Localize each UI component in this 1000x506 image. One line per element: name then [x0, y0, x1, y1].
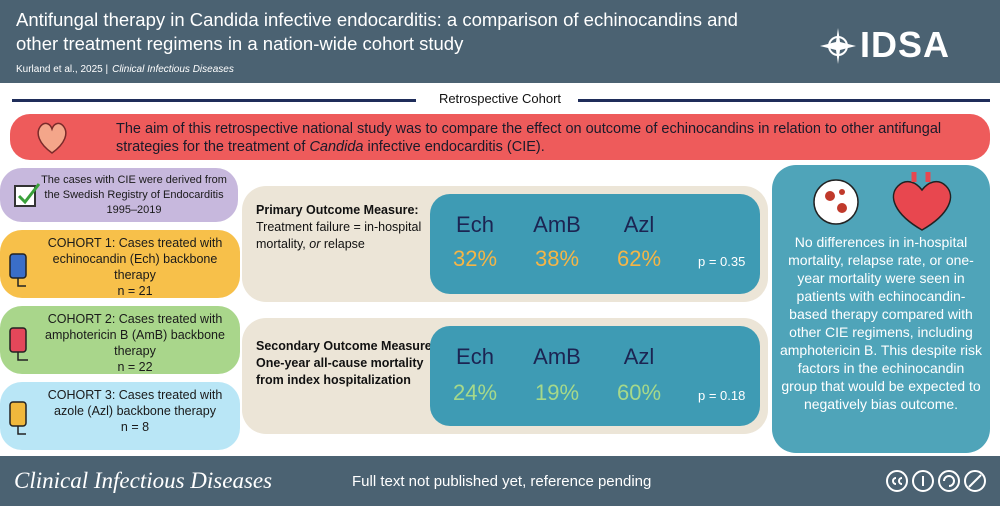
- group-label: Ech: [456, 344, 494, 369]
- iv-bag-icons: [9, 253, 28, 435]
- group-label: AmB: [533, 344, 581, 369]
- footer-journal: Clinical Infectious Diseases: [14, 468, 273, 493]
- cohort-n: n = 21: [117, 284, 153, 298]
- outcome-title: Secondary Outcome Measure:: [256, 339, 436, 353]
- outcome-definition: One-year all-cause mortality from index …: [256, 356, 424, 387]
- results-panel: Ech AmB Azl 32% 38% 62% p = 0.35: [430, 194, 760, 294]
- outcome-text: Secondary Outcome Measure: One-year all-…: [256, 338, 436, 389]
- outcome-definition: or: [309, 237, 321, 251]
- outcome-title: Primary Outcome Measure:: [256, 203, 419, 217]
- citation: Kurland et al., 2025 | Clinical Infectiou…: [16, 64, 234, 75]
- cohort-box: COHORT 3: Cases treated with azole (Azl)…: [0, 382, 240, 450]
- cohort-box: COHORT 1: Cases treated with echinocandi…: [0, 230, 240, 298]
- p-value: p = 0.35: [698, 254, 746, 269]
- cohort-label: COHORT 2: Cases treated with amphoterici…: [45, 312, 225, 358]
- conclusion-box: No differences in in-hospital mortality,…: [772, 165, 990, 453]
- aim-text: infective endocarditis (CIE).: [363, 139, 545, 155]
- journal: Clinical Infectious Diseases: [112, 64, 234, 75]
- cohort-n: n = 8: [120, 420, 150, 434]
- authors: Kurland et al., 2025 |: [16, 64, 109, 75]
- divider: [12, 99, 416, 102]
- primary-outcome-panel: Primary Outcome Measure: Treatment failu…: [242, 186, 768, 302]
- header: Antifungal therapy in Candida infective …: [0, 0, 1000, 83]
- aim-banner: The aim of this retrospective national s…: [10, 114, 990, 160]
- outcome-definition: relapse: [320, 237, 365, 251]
- footer: Clinical Infectious Diseases Full text n…: [0, 456, 1000, 506]
- check-icon: [14, 183, 41, 207]
- result-value: 19%: [534, 380, 580, 405]
- section-label: Retrospective Cohort: [438, 91, 562, 106]
- outcome-text: Primary Outcome Measure: Treatment failu…: [256, 202, 436, 253]
- title: Antifungal therapy in Candida infective …: [16, 9, 738, 54]
- source-box: The cases with CIE were derived from the…: [0, 168, 238, 222]
- cohort-box: COHORT 2: Cases treated with amphoterici…: [0, 306, 240, 374]
- logo: IDSA: [860, 24, 951, 65]
- result-value: 32%: [452, 246, 498, 271]
- result-value: 24%: [452, 380, 498, 405]
- result-value: 60%: [616, 380, 662, 405]
- result-value: 38%: [534, 246, 580, 271]
- group-label: Ech: [456, 212, 494, 237]
- aim-text: The aim of this retrospective national s…: [116, 121, 942, 155]
- license-icons: [886, 470, 986, 492]
- cohort-label: COHORT 3: Cases treated with azole (Azl)…: [47, 388, 223, 418]
- secondary-outcome-panel: Secondary Outcome Measure: One-year all-…: [242, 318, 768, 434]
- logo-star: [820, 28, 856, 64]
- group-label: AmB: [533, 212, 581, 237]
- outcome-definition: Treatment failure = in-hospital mortalit…: [256, 220, 422, 251]
- results-panel: Ech AmB Azl 24% 19% 60% p = 0.18: [430, 326, 760, 426]
- cohort-n: n = 22: [117, 360, 153, 374]
- divider: [578, 99, 990, 102]
- cohort-label: COHORT 1: Cases treated with echinocandi…: [47, 236, 223, 282]
- group-label: Azl: [623, 344, 655, 369]
- conclusion-icons: [813, 172, 952, 231]
- group-label: Azl: [623, 212, 655, 237]
- result-value: 62%: [616, 246, 662, 271]
- aim-italic: Candida: [309, 139, 364, 155]
- p-value: p = 0.18: [698, 388, 746, 403]
- footer-note: Full text not published yet, reference p…: [352, 473, 652, 490]
- heart-icon: [37, 122, 67, 154]
